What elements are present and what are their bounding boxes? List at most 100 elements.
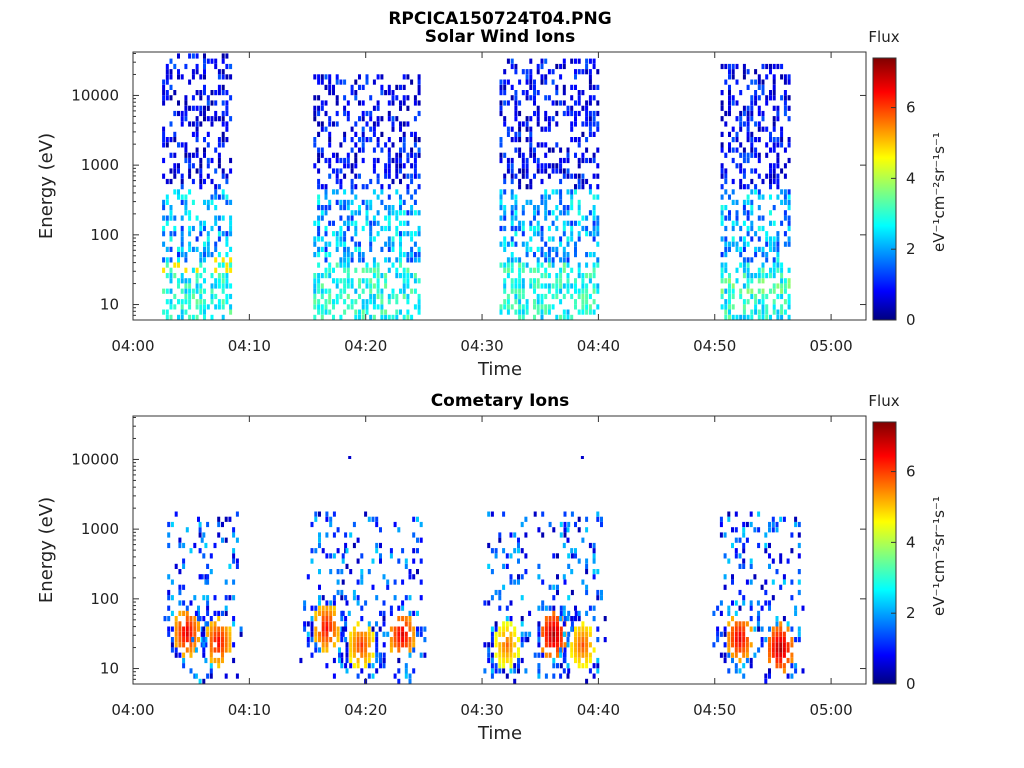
heatmap-cell [167,631,171,637]
heatmap-cell [577,642,581,648]
heatmap-cell [529,142,533,148]
heatmap-cell [360,605,364,611]
heatmap-cell [754,121,758,127]
heatmap-cell [387,173,391,179]
heatmap-cell [417,184,421,190]
heatmap-cell [354,184,358,190]
heatmap-cell [313,95,317,101]
heatmap-cell [360,616,364,622]
heatmap-cell [163,616,167,622]
heatmap-cell [324,257,328,263]
heatmap-cell [499,152,503,158]
heatmap-cell [191,131,195,137]
heatmap-cell [574,288,577,294]
heatmap-cell [769,178,772,185]
heatmap-cell [406,293,410,300]
heatmap-cell [570,626,574,632]
heatmap-cell [206,100,210,106]
heatmap-cell [509,553,513,559]
heatmap-cell [372,215,376,221]
heatmap-cell [206,241,210,247]
heatmap-cell [735,163,739,169]
heatmap-cell [350,147,354,153]
heatmap-cell [596,668,600,674]
heatmap-cell [360,647,364,653]
heatmap-cell [343,163,347,169]
heatmap-cell [406,95,410,101]
heatmap-cell [178,637,182,643]
heatmap-cell [376,304,380,310]
heatmap-cell [483,668,487,674]
heatmap-cell [341,626,345,632]
heatmap-cell [184,299,188,305]
y-axis-label: Energy (eV) [36,497,57,603]
heatmap-cell [303,621,307,627]
heatmap-cell [339,241,343,247]
heatmap-cell [731,542,734,549]
heatmap-cell [521,152,525,158]
heatmap-cell [384,168,388,174]
heatmap-cell [365,220,369,226]
heatmap-cell [367,569,371,575]
heatmap-cell [413,142,417,148]
heatmap-cell [552,610,556,616]
heatmap-cell [536,157,540,164]
heatmap-cell [513,678,517,684]
heatmap-cell [506,262,510,268]
heatmap-cell [746,121,750,127]
heatmap-cell [739,293,743,300]
heatmap-cell [317,246,321,252]
heatmap-cell [350,163,354,169]
heatmap-cell [376,74,380,80]
heatmap-cell [790,657,794,664]
heatmap-cell [389,553,393,559]
heatmap-cell [350,126,354,132]
heatmap-cell [350,84,354,90]
heatmap-cell [221,299,225,305]
heatmap-cell [417,304,421,310]
heatmap-cell [384,278,388,284]
heatmap-cell [182,542,186,549]
heatmap-cell [518,131,522,137]
heatmap-cell [184,252,188,258]
heatmap-cell [592,605,596,611]
heatmap-cell [750,220,754,226]
heatmap-cell [225,121,229,127]
heatmap-cell [581,225,585,232]
heatmap-cell [410,79,414,85]
heatmap-cell [570,189,574,195]
heatmap-cell [177,100,180,106]
heatmap-cell [556,621,559,627]
heatmap-cell [419,631,423,637]
heatmap-cell [336,631,340,637]
heatmap-cell [352,637,356,643]
heatmap-cell [162,79,166,85]
heatmap-cell [328,309,332,315]
heatmap-cell [596,663,600,669]
heatmap-cell [588,652,592,658]
heatmap-cell [782,574,786,580]
heatmap-cell [502,668,506,674]
heatmap-cell [221,231,225,237]
heatmap-cell [749,626,753,632]
heatmap-cell [413,199,417,205]
heatmap-cell [769,273,772,279]
heatmap-cell [757,647,761,653]
heatmap-cell [764,589,768,596]
heatmap-cell [562,168,566,174]
heatmap-cell [728,74,731,80]
heatmap-cell [757,137,761,143]
heatmap-cell [559,194,563,200]
heatmap-cell [325,553,329,559]
heatmap-cell [417,147,421,153]
heatmap-cell [369,283,373,289]
heatmap-cell [380,309,384,315]
heatmap-cell [566,210,570,216]
heatmap-cell [328,205,332,211]
heatmap-cell [193,647,197,653]
heatmap-cell [399,194,402,200]
heatmap-cell [209,626,213,632]
heatmap-cell [552,637,556,643]
heatmap-cell [202,642,206,648]
heatmap-cell [170,637,174,643]
